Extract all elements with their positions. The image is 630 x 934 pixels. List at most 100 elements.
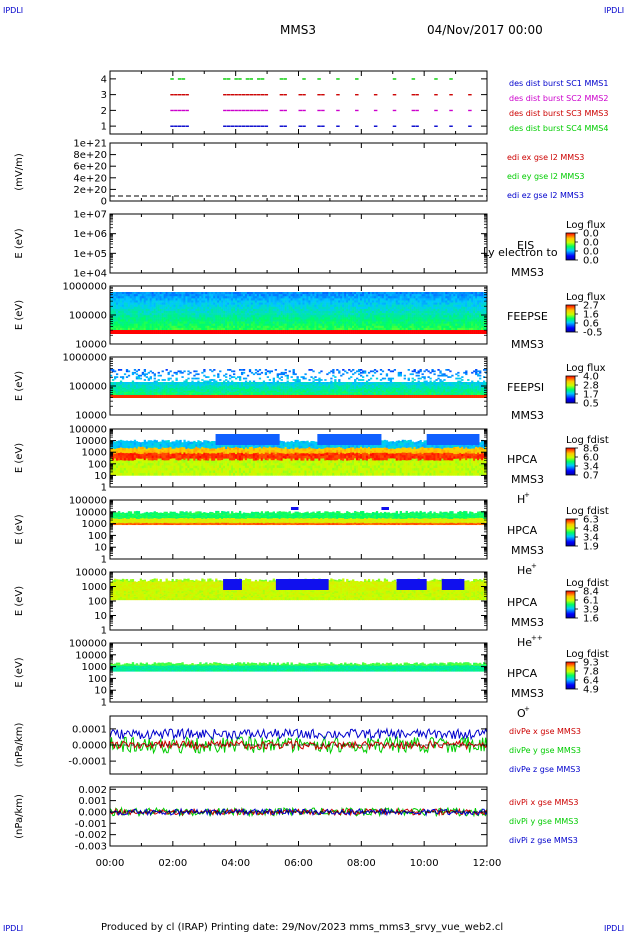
- spectrogram-cell: [113, 321, 117, 324]
- spectrogram-cell: [163, 387, 166, 390]
- spectrogram-cell: [215, 311, 218, 314]
- spectrogram-cell: [276, 302, 279, 305]
- spectrogram-cell: [147, 300, 150, 303]
- spectrogram-cell: [320, 294, 323, 297]
- spectrogram-cell: [163, 317, 166, 320]
- spectrogram-cell: [340, 292, 343, 295]
- burst-mark: [283, 125, 287, 127]
- spectrogram-cell: [133, 306, 137, 310]
- spectrogram-cell: [326, 298, 329, 301]
- spectrogram-cell: [195, 319, 198, 322]
- spectrogram-cell: [203, 392, 206, 394]
- spectrogram-cell: [221, 384, 224, 387]
- spectrogram-cell: [425, 311, 428, 314]
- spectrogram-cell: [181, 306, 184, 310]
- spectrogram-cell: [391, 321, 395, 324]
- spectrogram-cell: [397, 304, 400, 308]
- spectrogram-cell: [187, 300, 190, 303]
- spectrogram-cell: [288, 298, 291, 301]
- spectrogram-cell: [240, 387, 244, 390]
- spectrogram-cell: [199, 327, 202, 331]
- spectrogram-cell: [258, 390, 262, 393]
- spectrogram-cell: [328, 294, 331, 297]
- spectrogram-cell: [244, 387, 248, 390]
- spectrogram-cell: [302, 327, 305, 331]
- spectrogram-cell: [139, 298, 143, 301]
- spectrogram-cell: [441, 317, 444, 320]
- spectrogram-cell: [236, 311, 240, 314]
- spectrogram-cell: [439, 302, 442, 305]
- spectrogram-cell: [119, 302, 123, 305]
- spectrogram-cell: [139, 384, 143, 387]
- spectrogram-cell: [187, 389, 190, 391]
- spectrogram-cell: [334, 306, 337, 310]
- spectrogram-cell: [481, 308, 484, 312]
- burst-mark: [177, 125, 182, 127]
- spectrogram-cell: [296, 319, 299, 322]
- spectrogram-cell: [153, 317, 156, 320]
- spectrogram-cell: [423, 292, 426, 295]
- spectrogram-cell: [383, 298, 387, 301]
- spectrogram-cell: [330, 308, 333, 312]
- spectrogram-cell: [191, 315, 194, 318]
- spectrogram-cell: [235, 395, 238, 398]
- spectrogram-cell: [443, 313, 446, 316]
- spectrogram-cell: [290, 292, 293, 295]
- spectrogram-cell: [403, 308, 406, 312]
- spectrogram-cell: [369, 304, 373, 308]
- spectrogram-cell: [391, 313, 395, 316]
- spectrogram-cell: [163, 325, 166, 329]
- spectrogram-cell: [181, 389, 184, 391]
- spectrogram-cell: [129, 319, 133, 322]
- spectrogram-cell: [248, 327, 252, 331]
- spectrogram-cell: [294, 323, 297, 327]
- spectrogram-cell: [405, 298, 408, 301]
- spectrogram-cell: [177, 304, 180, 308]
- spectrogram-cell: [360, 298, 363, 301]
- spectrogram-cell: [415, 304, 418, 308]
- spectrogram-cell: [161, 330, 164, 334]
- spectrogram-cell: [173, 330, 176, 334]
- spectrogram-cell: [254, 300, 258, 303]
- spectrogram-cell: [330, 330, 333, 334]
- spectrogram-cell: [346, 323, 349, 327]
- spectrogram-cell: [455, 308, 458, 312]
- spectrogram-cell: [171, 321, 174, 324]
- spectrogram-cell: [246, 386, 250, 389]
- spectrogram-cell: [165, 327, 168, 331]
- spectrogram-cell: [223, 313, 226, 316]
- spectrogram-cell: [199, 387, 202, 390]
- spectrogram-cell: [467, 327, 470, 331]
- spectrogram-cell: [201, 390, 204, 393]
- spectrogram-cell: [113, 319, 117, 322]
- spectrogram-cell: [268, 382, 272, 384]
- spectrogram-cell: [443, 315, 446, 318]
- spectrogram-cell: [129, 306, 133, 310]
- spectrogram-cell: [205, 330, 208, 334]
- spectrogram-cell: [419, 308, 422, 312]
- spectrogram-cell: [151, 304, 154, 308]
- spectrogram-cell: [258, 311, 262, 314]
- spectrogram-cell: [240, 306, 244, 310]
- spectrogram-cell: [405, 317, 408, 320]
- spectrogram-cell: [127, 327, 131, 331]
- spectrogram-cell: [256, 390, 260, 393]
- spectrogram-cell: [449, 327, 452, 331]
- spectrogram-cell: [387, 321, 391, 324]
- spectrogram-cell: [240, 321, 244, 324]
- spectrogram-cell: [421, 325, 424, 329]
- burst-mark: [264, 125, 269, 127]
- spectrogram-cell: [461, 304, 464, 308]
- spectrogram-cell: [254, 369, 258, 371]
- spectrogram-cell: [213, 386, 216, 389]
- spectrogram-cell: [123, 319, 127, 322]
- spectrogram-cell: [320, 298, 323, 301]
- spectrogram-cell: [469, 294, 472, 297]
- spectrogram-cell: [413, 323, 416, 327]
- spectrogram-cell: [449, 325, 452, 329]
- spectrogram-cell: [270, 327, 274, 331]
- spectrogram-cell: [163, 323, 166, 327]
- spectrogram-cell: [151, 300, 154, 303]
- spectrogram-cell: [256, 370, 260, 373]
- spectrogram-cell: [240, 319, 244, 322]
